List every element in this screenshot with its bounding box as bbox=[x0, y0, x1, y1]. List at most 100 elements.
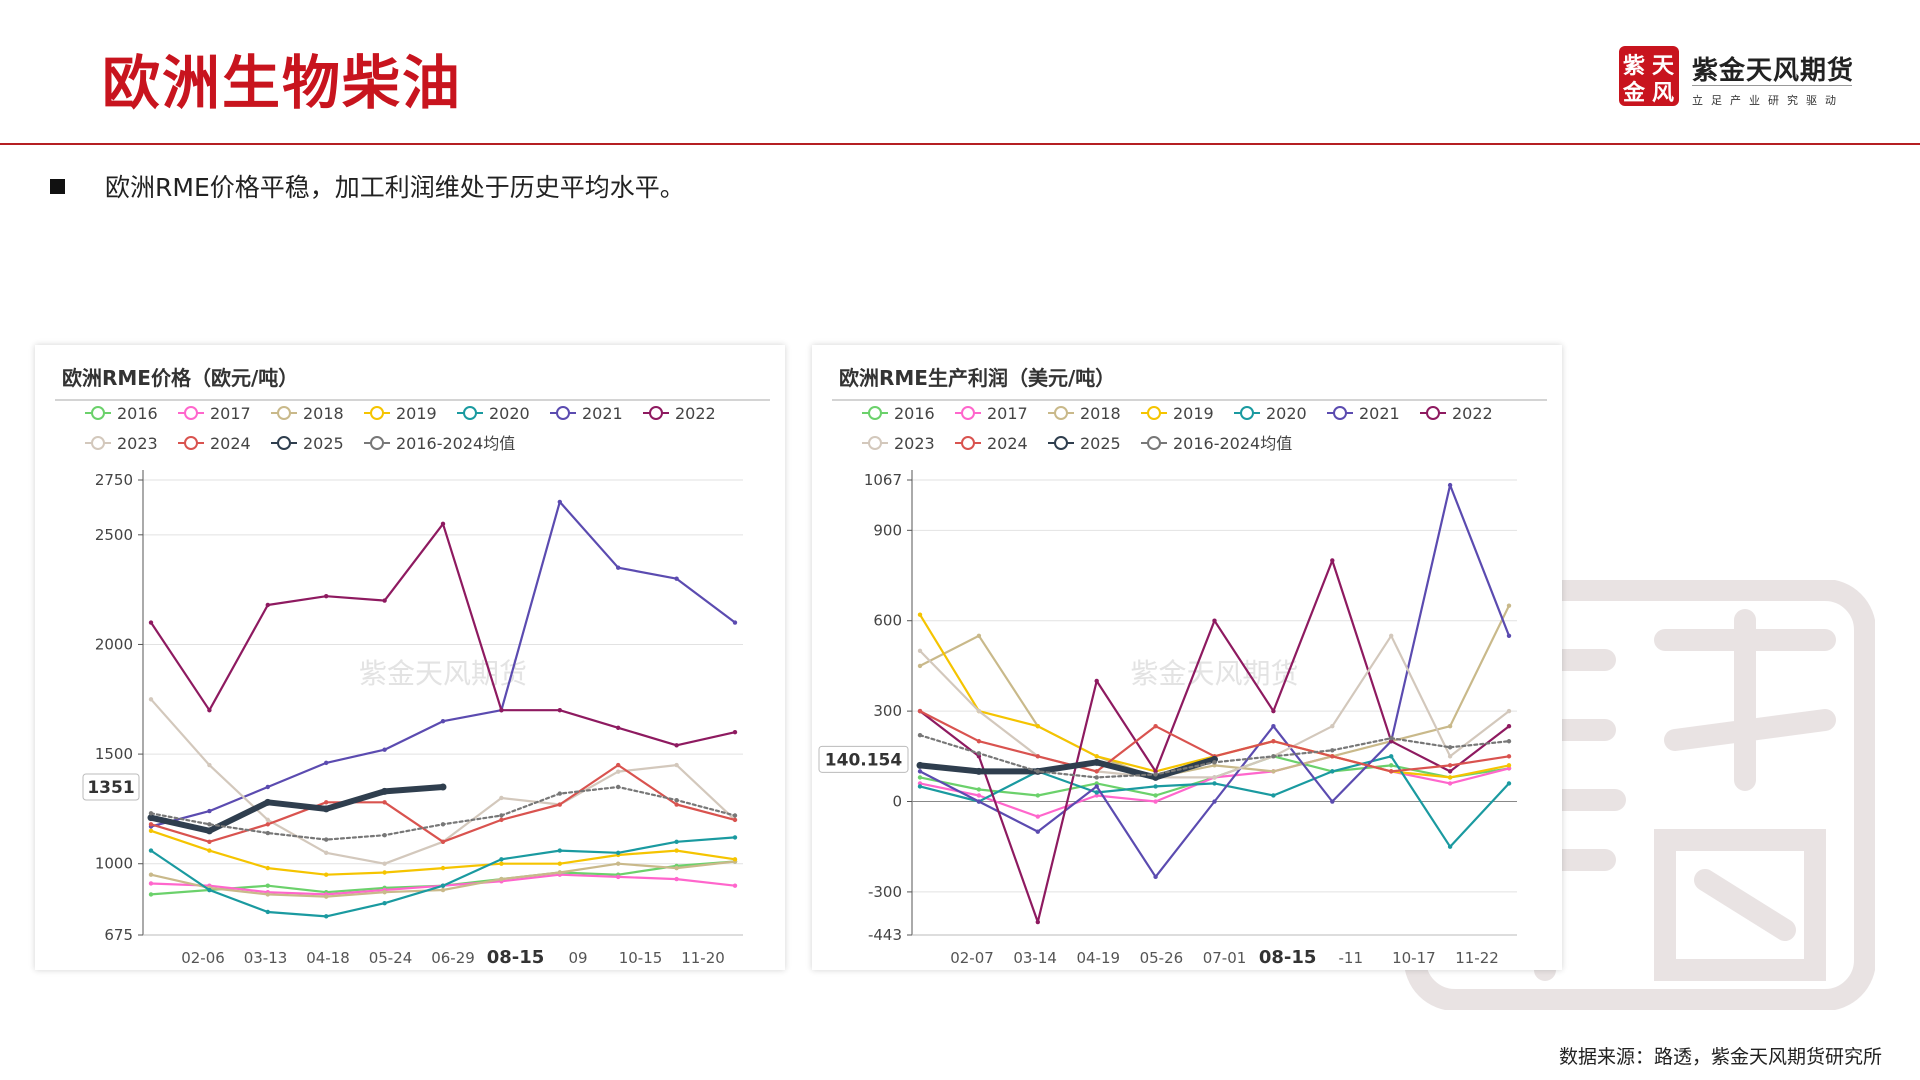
rme-price-chart-panel: 欧洲RME价格（欧元/吨） 2016 2017 2018 2019 2020 2021 202… bbox=[35, 345, 785, 970]
series-point bbox=[1035, 919, 1040, 925]
series-point bbox=[324, 894, 329, 899]
series-point bbox=[674, 876, 679, 882]
series-point bbox=[207, 708, 212, 713]
series-point bbox=[1271, 754, 1276, 759]
series-point bbox=[1506, 603, 1512, 608]
y-tick-label: -300 bbox=[868, 883, 902, 901]
series-point bbox=[732, 857, 738, 862]
current-value-label: 140.154 bbox=[825, 750, 903, 770]
series-point bbox=[381, 787, 389, 795]
series-point bbox=[674, 802, 679, 807]
legend-item: 2025 bbox=[1048, 434, 1121, 453]
series-point bbox=[1330, 558, 1335, 563]
series-point bbox=[148, 822, 154, 827]
legend-label: 2023 bbox=[894, 434, 935, 453]
series-point bbox=[616, 850, 621, 855]
series-point bbox=[917, 663, 923, 669]
legend-item: 2017 bbox=[955, 404, 1028, 423]
legend-item: 2016 bbox=[85, 404, 158, 423]
y-tick-label: 1000 bbox=[95, 855, 133, 873]
series-point bbox=[976, 799, 982, 804]
company-logo: 紫 天 金 风 紫金天风期货 立足产业研究驱动 bbox=[1617, 44, 1857, 114]
legend-item: 2020 bbox=[457, 404, 530, 423]
series-point bbox=[976, 754, 982, 759]
x-tick-label: 05-26 bbox=[1140, 949, 1184, 967]
legend-swatch-marker bbox=[1333, 406, 1347, 420]
series-point bbox=[1093, 758, 1101, 766]
x-tick-label: 04-18 bbox=[306, 949, 350, 967]
series-point bbox=[1506, 766, 1512, 771]
legend-swatch-marker bbox=[1054, 406, 1068, 420]
series-point bbox=[1447, 844, 1453, 849]
series-point bbox=[976, 739, 982, 744]
y-tick-label: 2500 bbox=[95, 526, 133, 544]
series-point bbox=[1212, 760, 1217, 765]
series-point bbox=[1330, 769, 1335, 774]
y-tick-label: 2000 bbox=[95, 635, 133, 653]
series-point bbox=[440, 865, 446, 871]
series-point bbox=[265, 817, 270, 823]
series-point bbox=[1153, 799, 1158, 804]
seal-char: 风 bbox=[1652, 80, 1674, 106]
series-point bbox=[205, 827, 213, 835]
series-point bbox=[917, 781, 923, 786]
series-point bbox=[148, 872, 154, 877]
legend-item: 2019 bbox=[364, 404, 437, 423]
series-point bbox=[324, 872, 329, 877]
chart-watermark: 紫金天风期货 bbox=[359, 657, 527, 690]
series-point bbox=[917, 784, 923, 789]
legend-label: 2019 bbox=[1173, 404, 1214, 423]
series-point bbox=[732, 620, 738, 625]
series-point bbox=[324, 850, 329, 855]
series-point bbox=[1330, 748, 1335, 753]
series-point bbox=[616, 762, 621, 768]
legend-item: 2022 bbox=[643, 404, 716, 423]
legend-swatch-marker bbox=[649, 406, 663, 420]
series-point bbox=[1447, 723, 1453, 729]
chart-title: 欧洲RME生产利润（美元/吨） bbox=[839, 366, 1115, 390]
series-point bbox=[975, 767, 983, 775]
chart-watermark: 紫金天风期货 bbox=[1130, 657, 1298, 690]
series-point bbox=[324, 594, 329, 599]
series-point bbox=[1330, 799, 1335, 804]
series-point bbox=[148, 811, 154, 816]
series-point bbox=[976, 633, 982, 638]
legend-item: 2025 bbox=[271, 434, 344, 453]
x-tick-label: 02-06 bbox=[181, 949, 225, 967]
y-tick-label: 600 bbox=[873, 612, 902, 630]
x-tick-label: 11-20 bbox=[681, 949, 725, 967]
y-tick-label: 1500 bbox=[95, 745, 133, 763]
legend-item: 2018 bbox=[271, 404, 344, 423]
series-point bbox=[557, 499, 562, 505]
series-point bbox=[382, 747, 387, 752]
series-point bbox=[324, 760, 329, 766]
series-point bbox=[1271, 769, 1276, 774]
series-point bbox=[1271, 739, 1276, 744]
series-point bbox=[674, 848, 679, 853]
series-point bbox=[732, 883, 738, 888]
legend-swatch-marker bbox=[91, 406, 105, 420]
rme-profit-chart-panel: 欧洲RME生产利润（美元/吨） 2016 2017 2018 2019 2020 2021 2… bbox=[812, 345, 1562, 970]
legend-item: 2021 bbox=[550, 404, 623, 423]
current-value-badge bbox=[82, 773, 140, 801]
series-point bbox=[1389, 769, 1394, 774]
series-point bbox=[1035, 754, 1040, 759]
legend-label: 2022 bbox=[675, 404, 716, 423]
legend-label: 2020 bbox=[1266, 404, 1307, 423]
series-point bbox=[976, 708, 982, 714]
series-point bbox=[616, 784, 621, 790]
x-tick-label: 08-15 bbox=[487, 947, 545, 968]
series-point bbox=[1389, 739, 1394, 744]
seal-char: 紫 bbox=[1623, 53, 1645, 79]
series-point bbox=[382, 800, 387, 805]
series-point bbox=[616, 769, 621, 774]
x-tick-label: 10-15 bbox=[619, 949, 663, 967]
series-point bbox=[1035, 829, 1040, 834]
legend-label: 2021 bbox=[582, 404, 623, 423]
series-point bbox=[382, 598, 387, 603]
legend-item: 2020 bbox=[1234, 404, 1307, 423]
series-point bbox=[917, 775, 923, 780]
y-tick-label: 0 bbox=[892, 793, 902, 811]
legend-label: 2016 bbox=[894, 404, 935, 423]
legend-label: 2023 bbox=[117, 434, 158, 453]
